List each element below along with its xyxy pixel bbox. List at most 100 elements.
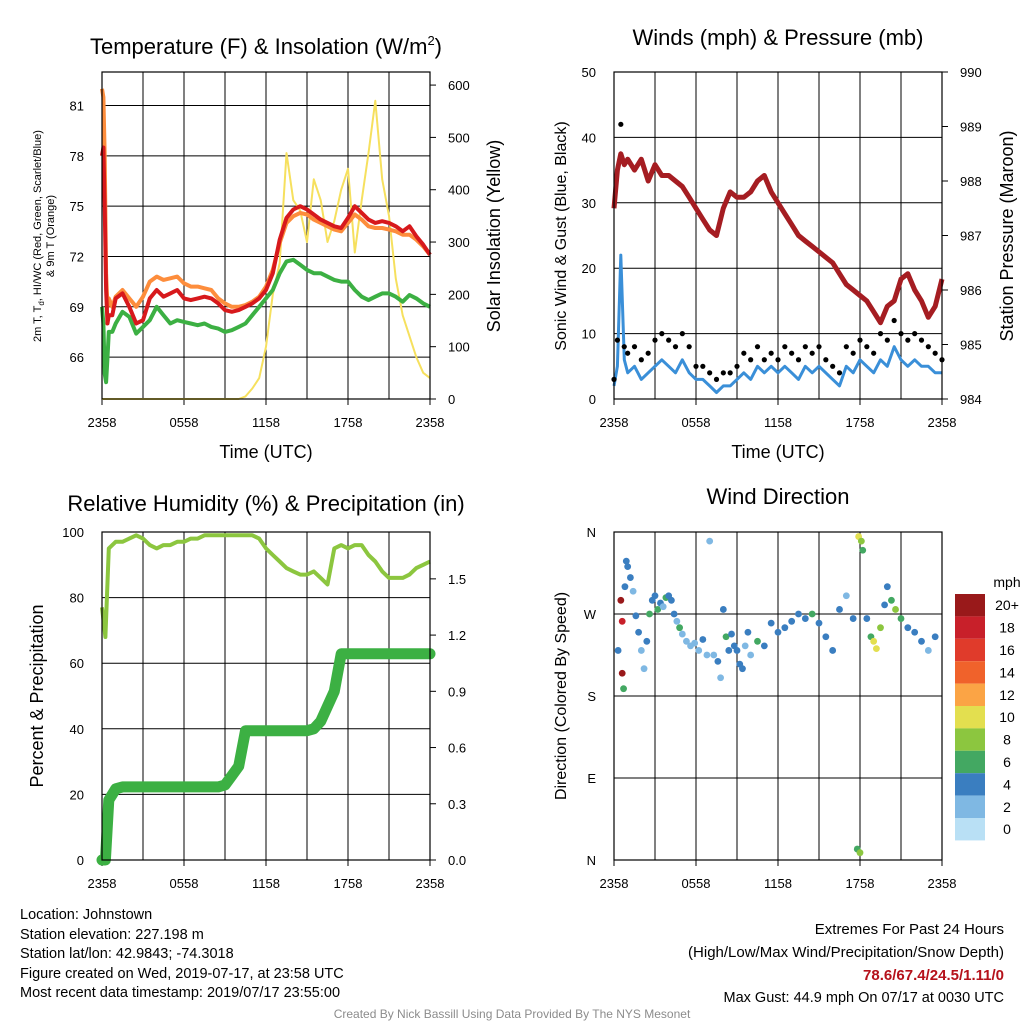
colorbar-swatch	[955, 728, 985, 751]
direction-point	[904, 624, 912, 632]
x-tick-label: 2358	[88, 876, 117, 891]
x-tick-label: 1758	[846, 415, 875, 430]
station-info: Location: Johnstown Station elevation: 2…	[20, 906, 344, 1004]
wind-xlabel: Time (UTC)	[731, 442, 824, 462]
direction-point	[881, 601, 888, 609]
y2-tick-label: 500	[448, 130, 470, 145]
direction-point	[728, 630, 735, 638]
gust-point	[672, 344, 679, 350]
y2-tick-label: 988	[960, 174, 982, 189]
plot-border	[613, 71, 943, 400]
gust-point	[727, 370, 733, 376]
gust-point	[748, 357, 754, 363]
series-line-precipitation	[96, 648, 436, 866]
direction-point	[620, 685, 627, 693]
y2-tick-label: 1.2	[448, 628, 466, 643]
colorbar-label: 20+	[995, 597, 1019, 613]
colorbar-swatch	[955, 818, 985, 841]
colorbar-label: 4	[1003, 776, 1011, 792]
gust-point	[720, 370, 726, 376]
gust-point	[809, 350, 815, 356]
x-tick-label: 0558	[682, 876, 711, 891]
direction-point	[659, 603, 667, 611]
dir-title: Wind Direction	[706, 484, 849, 509]
gust-point	[918, 337, 925, 343]
y2-tick-label: 600	[448, 78, 470, 93]
wind-y2label: Station Pressure (Maroon)	[997, 130, 1017, 341]
gust-point	[625, 350, 631, 356]
y-tick-label: 0	[589, 392, 596, 407]
gust-point	[912, 331, 918, 337]
x-tick-label: 2358	[600, 415, 629, 430]
y-tick-label: 20	[582, 261, 596, 276]
direction-point	[754, 637, 761, 645]
direction-point	[822, 633, 830, 641]
direction-point	[695, 647, 703, 654]
direction-point	[624, 563, 632, 571]
gust-point	[836, 370, 843, 376]
x-tick-label: 1758	[846, 876, 875, 891]
station-elevation: Station elevation: 227.198 m	[20, 926, 204, 943]
direction-point	[622, 557, 630, 565]
recent-timestamp: Most recent data timestamp: 2019/07/17 2…	[20, 985, 341, 1001]
colorbar-swatch	[955, 773, 985, 796]
gust-point	[679, 331, 685, 337]
gust-point	[830, 363, 836, 369]
rh-ylabel: Percent & Precipitation	[27, 604, 47, 787]
direction-point	[767, 619, 775, 627]
direction-point	[739, 665, 746, 673]
direction-point	[651, 592, 659, 600]
direction-point	[863, 615, 871, 622]
direction-point	[774, 628, 782, 636]
y-tick-label: 81	[70, 99, 84, 114]
x-tick-label: 2358	[600, 876, 629, 891]
direction-point	[815, 619, 823, 627]
extremes-subheading: (High/Low/Max Wind/Precipitation/Snow De…	[688, 944, 1004, 961]
colorbar-label: 2	[1003, 799, 1011, 815]
y-tick-label: 10	[582, 327, 596, 342]
plot-border	[613, 531, 943, 861]
y-tick-label: E	[587, 771, 596, 786]
direction-point	[870, 637, 878, 645]
figure-created: Figure created on Wed, 2019-07-17, at 23…	[20, 965, 344, 982]
colorbar-swatch	[955, 616, 985, 639]
colorbar-label: 10	[999, 709, 1015, 725]
gust-point	[666, 337, 672, 343]
direction-point	[670, 610, 678, 618]
direction-point	[924, 647, 932, 654]
gust-point	[823, 357, 829, 363]
gust-point	[618, 121, 624, 127]
gust-point	[816, 344, 822, 350]
station-latlon: Station lat/lon: 42.9843; -74.3018	[20, 946, 234, 962]
x-tick-label: 2358	[88, 415, 117, 430]
direction-point	[744, 628, 752, 636]
direction-point	[643, 637, 651, 645]
y2-tick-label: 100	[448, 340, 470, 355]
x-tick-label: 1158	[764, 415, 792, 430]
colorbar-label: 12	[999, 687, 1015, 703]
series-line-sonic-wind	[612, 253, 942, 394]
gust-point	[621, 344, 627, 350]
gust-point	[754, 344, 761, 350]
colorbar-title: mph	[993, 574, 1020, 590]
direction-point	[678, 630, 686, 638]
y-tick-label: 20	[70, 787, 84, 802]
gust-point	[652, 337, 658, 343]
direction-point	[618, 669, 626, 677]
y-tick-label: N	[587, 525, 596, 540]
direction-point	[640, 665, 648, 673]
temp-xlabel: Time (UTC)	[219, 442, 312, 462]
rh-title: Relative Humidity (%) & Precipitation (i…	[67, 491, 464, 516]
gust-point	[638, 357, 644, 363]
colorbar-label: 18	[999, 620, 1015, 636]
colorbar-swatch	[955, 795, 985, 818]
y2-tick-label: 990	[960, 65, 982, 80]
gust-point	[693, 363, 699, 369]
direction-point	[683, 637, 690, 645]
y2-tick-label: 200	[448, 287, 470, 302]
direction-point	[842, 592, 850, 600]
direction-point	[714, 657, 722, 665]
temp-ylabel-line2: & 9m T (Orange)	[45, 195, 57, 277]
x-tick-label: 2358	[416, 415, 445, 430]
direction-point	[788, 617, 796, 625]
